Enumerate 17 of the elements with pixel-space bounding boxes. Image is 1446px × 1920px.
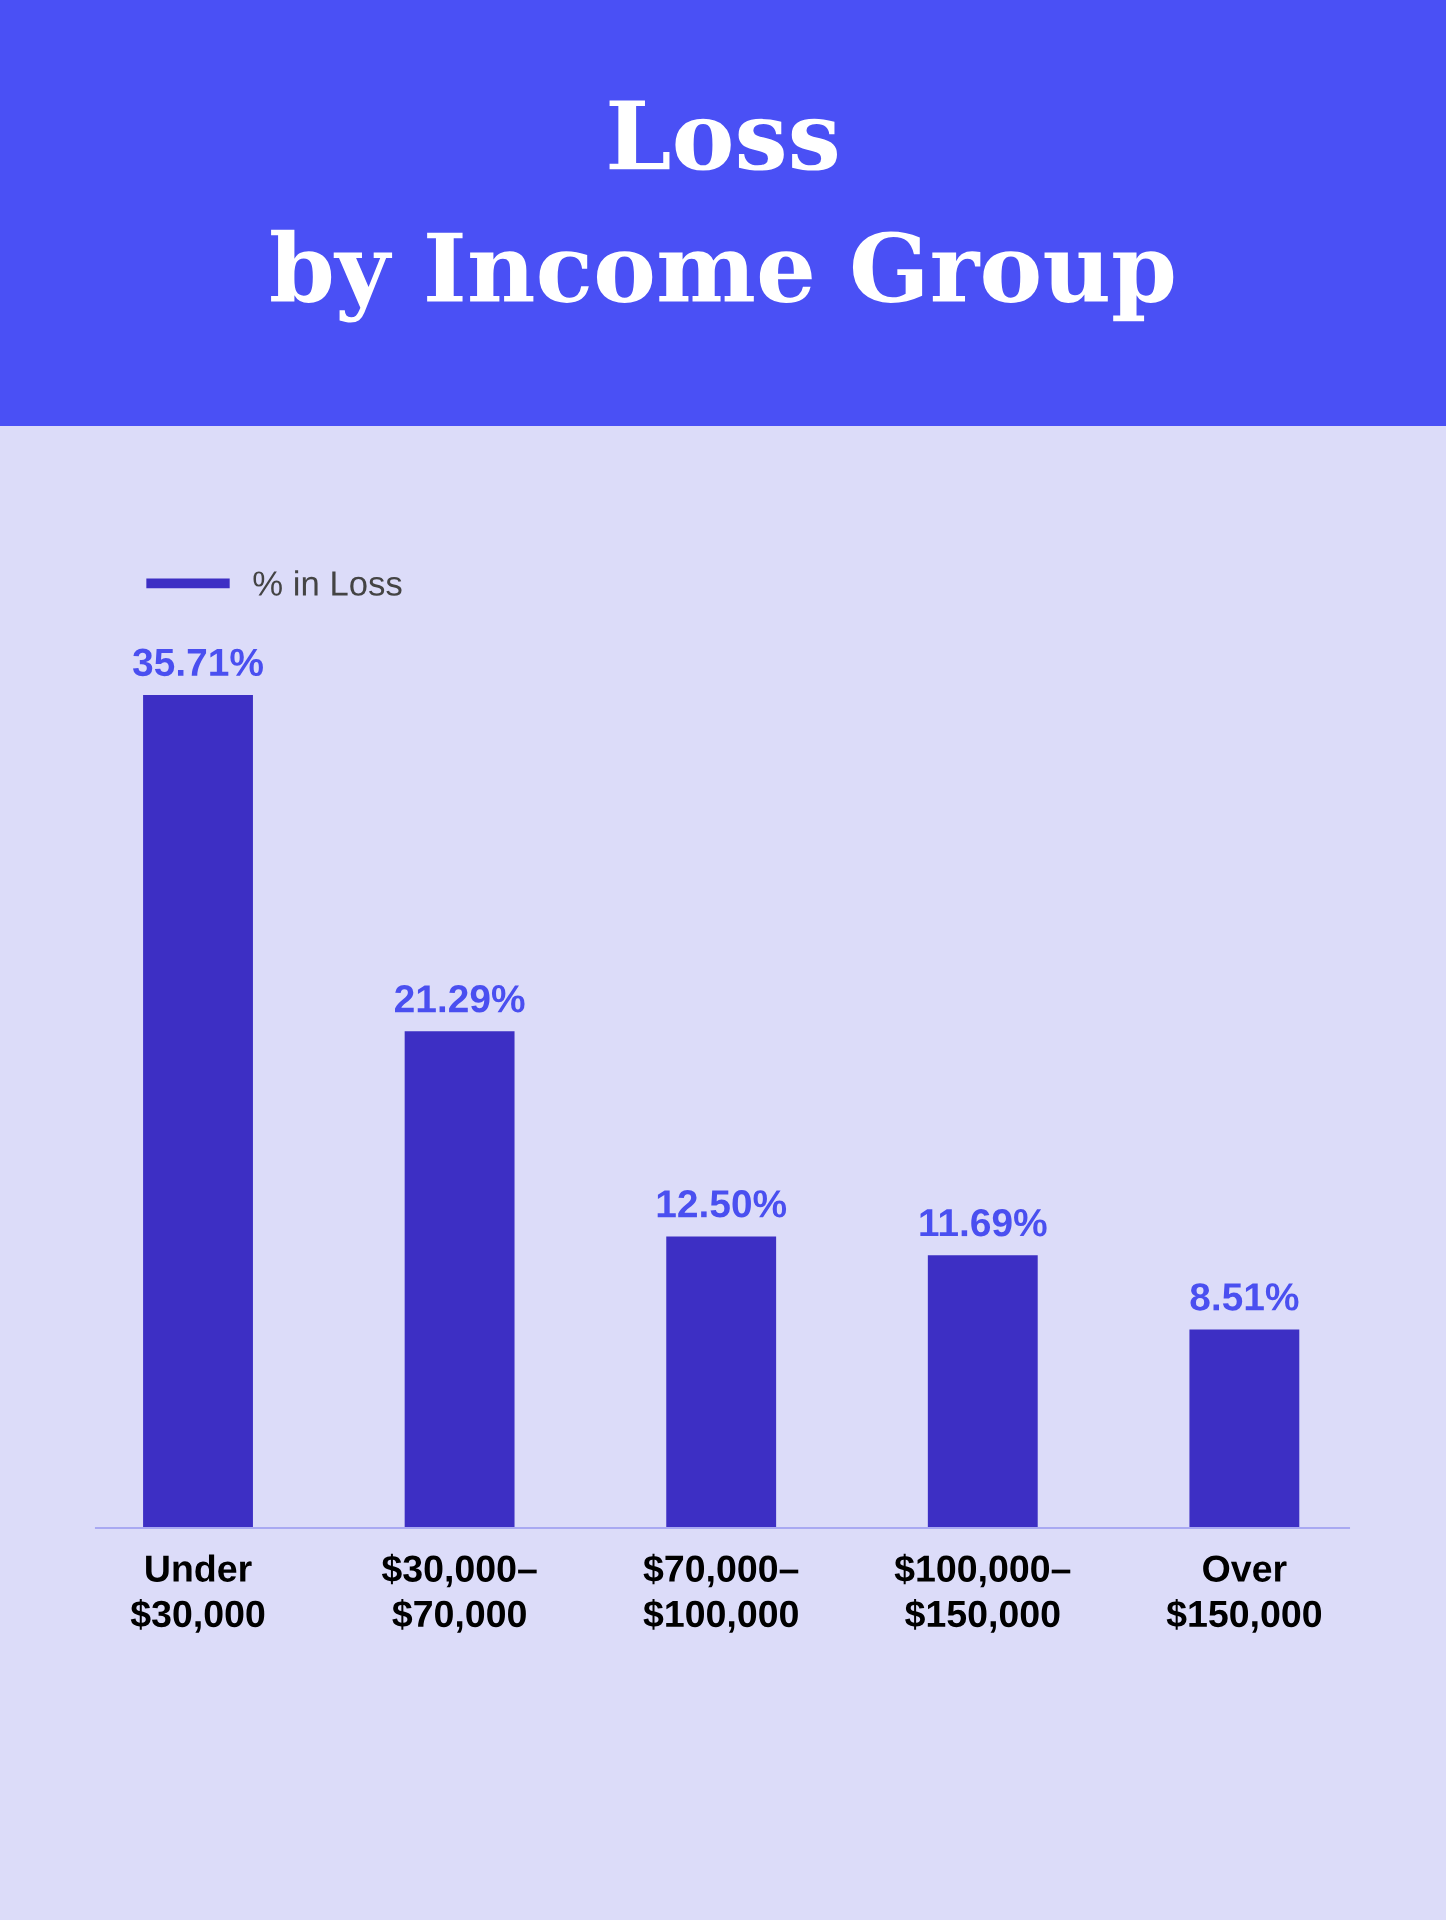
x-tick-label: Under $30,000	[130, 1554, 265, 1633]
x-tick-label: $30,000– $70,000	[381, 1553, 537, 1633]
bar	[666, 1236, 777, 1528]
legend-label: % in Loss	[253, 570, 402, 596]
bar	[1189, 1329, 1300, 1528]
data-label: 21.29%	[395, 985, 525, 1013]
data-label: 35.71%	[132, 648, 263, 677]
data-label: 8.51%	[1190, 1283, 1299, 1311]
x-tick-label: Over $150,000	[1166, 1555, 1322, 1633]
bar	[404, 1031, 515, 1528]
bar	[927, 1255, 1038, 1528]
chart-title: Loss by Income Group	[271, 100, 1174, 323]
x-tick-label: $100,000– $150,000	[894, 1553, 1071, 1633]
data-label: 12.50%	[657, 1190, 787, 1218]
x-tick-label: $70,000– $100,000	[643, 1553, 799, 1633]
bar	[143, 694, 253, 1528]
data-label: 11.69%	[920, 1208, 1047, 1237]
